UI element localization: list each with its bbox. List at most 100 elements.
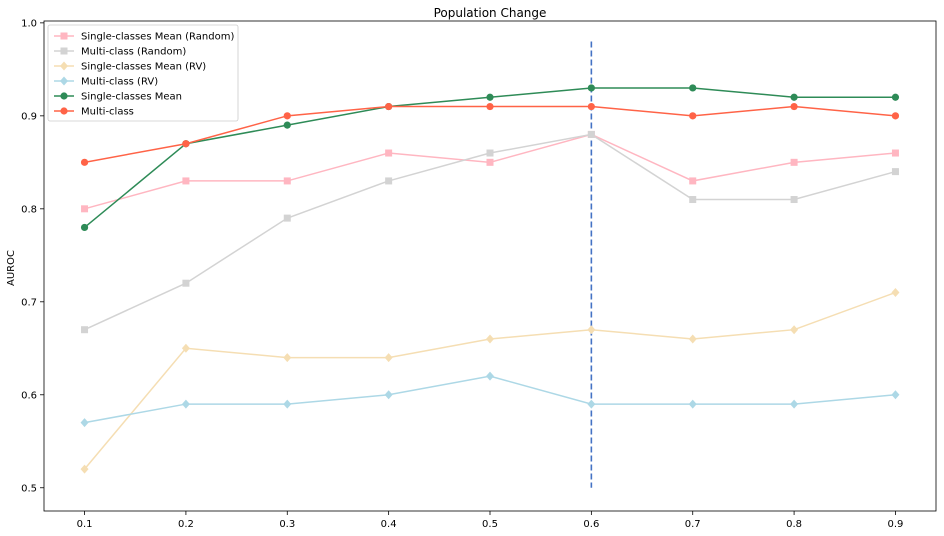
data-point bbox=[80, 418, 89, 428]
y-tick-label: 0.8 bbox=[21, 204, 37, 215]
data-point bbox=[689, 112, 697, 120]
legend-label: Single-classes Mean (RV) bbox=[81, 62, 206, 73]
data-point bbox=[385, 177, 393, 185]
series-0 bbox=[81, 130, 899, 213]
legend-entry: Multi-class (Random) bbox=[54, 47, 186, 58]
legend-entry: Multi-class (RV) bbox=[54, 76, 158, 88]
data-point bbox=[486, 371, 494, 381]
legend-label: Single-classes Mean (Random) bbox=[81, 32, 234, 43]
data-point bbox=[182, 279, 190, 287]
data-point bbox=[385, 149, 393, 157]
data-point bbox=[689, 84, 697, 92]
legend-entry: Single-classes Mean (RV) bbox=[54, 61, 206, 73]
data-point bbox=[80, 158, 89, 166]
data-point bbox=[587, 84, 595, 92]
series-line bbox=[84, 133, 896, 210]
data-point bbox=[486, 158, 494, 166]
data-point bbox=[891, 149, 899, 157]
data-point bbox=[790, 325, 799, 335]
legend-box bbox=[47, 24, 239, 122]
x-axis-ticks: 0.1 0.2 0.3 0.4 0.5 0.6 0.7 0.8 0.9 bbox=[77, 511, 904, 530]
data-point bbox=[486, 102, 494, 111]
data-point bbox=[385, 102, 393, 111]
data-point bbox=[486, 149, 494, 157]
data-point bbox=[384, 353, 393, 363]
y-axis-ticks: 0.5 0.6 0.7 0.8 0.9 1.0 bbox=[21, 18, 44, 494]
data-point bbox=[587, 102, 595, 111]
x-tick-label: 0.2 bbox=[178, 519, 194, 530]
y-tick-label: 0.6 bbox=[21, 390, 37, 401]
data-point bbox=[587, 399, 596, 409]
y-tick-label: 0.9 bbox=[21, 111, 37, 122]
data-point bbox=[283, 399, 292, 409]
legend-label: Multi-class bbox=[81, 107, 134, 118]
data-point bbox=[891, 168, 899, 176]
legend-swatch-marker bbox=[60, 92, 68, 100]
data-point bbox=[486, 93, 494, 101]
data-point bbox=[790, 102, 798, 111]
legend-entry: Multi-class bbox=[54, 107, 134, 118]
x-tick-label: 0.4 bbox=[381, 519, 397, 530]
x-tick-label: 0.8 bbox=[786, 519, 802, 530]
legend-swatch-marker bbox=[60, 61, 68, 71]
data-point bbox=[689, 177, 697, 185]
legend-label: Multi-class (RV) bbox=[81, 77, 158, 88]
series-1 bbox=[81, 130, 899, 334]
legend-swatch-marker bbox=[60, 76, 68, 86]
data-point bbox=[81, 326, 89, 334]
data-point bbox=[80, 464, 89, 474]
legend-swatch-marker bbox=[60, 107, 68, 115]
y-tick-label: 0.5 bbox=[21, 483, 37, 494]
data-point bbox=[790, 158, 798, 166]
series-5 bbox=[80, 102, 900, 166]
y-tick-label: 1.0 bbox=[21, 18, 37, 29]
data-point bbox=[182, 140, 190, 148]
series-line bbox=[84, 375, 896, 424]
legend-label: Multi-class (Random) bbox=[81, 47, 186, 58]
data-point bbox=[283, 353, 292, 363]
series-2 bbox=[80, 287, 900, 474]
data-point bbox=[283, 121, 291, 129]
data-point bbox=[587, 325, 596, 335]
data-point bbox=[384, 390, 393, 400]
series-line bbox=[83, 291, 896, 470]
data-point bbox=[689, 196, 697, 204]
y-axis-label: AUROC bbox=[6, 250, 17, 286]
data-point bbox=[181, 343, 190, 353]
x-tick-label: 0.7 bbox=[685, 519, 701, 530]
data-point bbox=[891, 112, 900, 120]
data-point bbox=[81, 205, 89, 213]
data-point bbox=[790, 196, 798, 204]
x-tick-label: 0.9 bbox=[888, 519, 904, 530]
x-tick-label: 0.6 bbox=[583, 519, 599, 530]
data-point bbox=[790, 399, 799, 409]
data-point bbox=[891, 93, 900, 101]
data-point bbox=[790, 93, 798, 101]
data-point bbox=[283, 112, 291, 120]
x-tick-label: 0.1 bbox=[77, 519, 93, 530]
data-point bbox=[80, 223, 89, 232]
legend-entry: Single-classes Mean bbox=[54, 92, 182, 103]
data-point bbox=[486, 334, 494, 344]
series-4 bbox=[80, 84, 900, 232]
data-point bbox=[587, 130, 595, 138]
x-tick-label: 0.5 bbox=[482, 519, 498, 530]
data-point bbox=[688, 334, 697, 344]
legend-swatch-marker bbox=[60, 32, 68, 40]
series-layer bbox=[80, 84, 900, 474]
legend-label: Single-classes Mean bbox=[81, 92, 182, 103]
y-tick-label: 0.7 bbox=[21, 297, 37, 308]
data-point bbox=[182, 177, 190, 185]
legend-entry: Single-classes Mean (Random) bbox=[54, 32, 234, 43]
series-3 bbox=[80, 371, 900, 428]
chart-title: Population Change bbox=[434, 6, 547, 20]
data-point bbox=[891, 390, 900, 400]
legend-swatch-marker bbox=[60, 47, 68, 55]
data-point bbox=[688, 399, 697, 409]
data-point bbox=[283, 214, 291, 222]
x-tick-label: 0.3 bbox=[279, 519, 295, 530]
data-point bbox=[283, 177, 291, 185]
data-point bbox=[891, 287, 900, 297]
data-point bbox=[181, 399, 190, 409]
